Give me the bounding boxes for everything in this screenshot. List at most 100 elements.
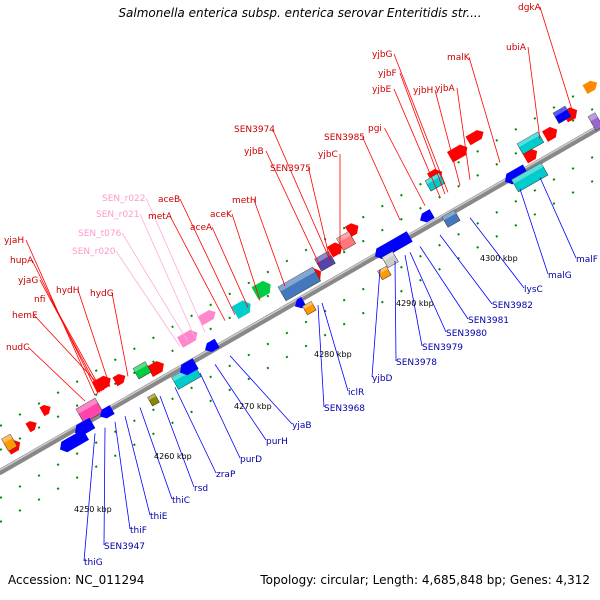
gene-label-thic[interactable]: thiC	[172, 496, 190, 506]
gene-label-sen3968[interactable]: SEN3968	[324, 404, 365, 414]
gene-arrow[interactable]	[147, 359, 167, 377]
gene-label-thig[interactable]: thiG	[84, 558, 103, 568]
gene-arrow[interactable]	[197, 308, 219, 326]
gene-label-sen3980[interactable]: SEN3980	[446, 329, 487, 339]
gene-arrow[interactable]	[327, 240, 345, 258]
gene-label-thie[interactable]: thiE	[150, 512, 168, 522]
gene-label-malg[interactable]: malG	[548, 271, 572, 281]
reverse-gene[interactable]	[98, 405, 115, 421]
gene-label-hupa[interactable]: hupA	[10, 256, 34, 266]
forward-gene[interactable]	[345, 221, 361, 238]
gene-label-yjah[interactable]: yjaH	[4, 236, 24, 246]
gene-label-sen_t076[interactable]: SEN_t076	[78, 229, 122, 239]
gene-label-thif[interactable]: thiF	[130, 526, 147, 536]
gene-arrow[interactable]	[177, 327, 200, 348]
reverse-gene[interactable]	[203, 338, 220, 355]
gene-arrow[interactable]	[231, 298, 255, 319]
gene-label-heme[interactable]: hemE	[12, 311, 38, 321]
gene-box[interactable]	[441, 209, 461, 228]
forward-gene[interactable]	[39, 403, 54, 417]
forward-gene[interactable]	[327, 240, 345, 258]
gene-label-yjag[interactable]: yjaG	[18, 276, 38, 286]
gene-arrow[interactable]	[293, 297, 307, 311]
gene-label-malk[interactable]: malK	[447, 53, 471, 63]
gene-body[interactable]	[277, 266, 322, 302]
gene-box[interactable]	[75, 397, 104, 424]
forward-gene[interactable]	[231, 298, 255, 319]
gene-box[interactable]	[147, 393, 160, 407]
gene-box[interactable]	[302, 300, 317, 316]
gene-arrow[interactable]	[92, 373, 114, 393]
gene-label-sen3985[interactable]: SEN3985	[324, 133, 365, 143]
gene-arrow[interactable]	[25, 419, 40, 433]
gene-label-yjba[interactable]: yjbA	[435, 84, 456, 94]
gene-label-purd[interactable]: purD	[240, 455, 262, 465]
gene-arrow[interactable]	[72, 417, 96, 438]
gene-arrow[interactable]	[98, 405, 115, 421]
gene-label-yjbe[interactable]: yjbE	[372, 85, 392, 95]
gene-label-nudc[interactable]: nudC	[6, 343, 29, 353]
reverse-gene[interactable]	[177, 358, 199, 377]
gene-label-meta[interactable]: metA	[148, 212, 173, 222]
gene-label-sen3975[interactable]: SEN3975	[270, 164, 311, 174]
forward-gene[interactable]	[251, 278, 275, 300]
reverse-gene[interactable]	[72, 417, 96, 438]
gene-box[interactable]	[314, 250, 336, 272]
gene-box[interactable]	[277, 266, 322, 302]
reverse-gene[interactable]	[418, 209, 435, 225]
gene-label-acea[interactable]: aceA	[190, 223, 213, 233]
gene-label-ubia[interactable]: ubiA	[506, 43, 527, 53]
gene-body[interactable]	[314, 250, 336, 272]
gene-arrow[interactable]	[251, 278, 275, 300]
gene-body[interactable]	[424, 172, 446, 192]
gene-body[interactable]	[147, 393, 160, 407]
forward-gene[interactable]	[147, 359, 167, 377]
gene-label-malf[interactable]: malF	[576, 255, 598, 265]
gene-label-sen3979[interactable]: SEN3979	[422, 343, 463, 353]
gene-label-sen_r022[interactable]: SEN_r022	[102, 194, 146, 204]
gene-box[interactable]	[552, 105, 572, 124]
gene-arrow[interactable]	[203, 338, 220, 355]
gene-body[interactable]	[1, 433, 18, 452]
gene-label-sen3982[interactable]: SEN3982	[492, 301, 533, 311]
reverse-gene[interactable]	[502, 164, 529, 186]
forward-gene[interactable]	[177, 327, 200, 348]
gene-arrow[interactable]	[542, 124, 560, 142]
gene-box[interactable]	[381, 251, 399, 269]
gene-label-yjbc[interactable]: yjbC	[318, 150, 338, 160]
gene-box[interactable]	[1, 433, 18, 452]
gene-labels[interactable]: yjaH hupA yjaG nfi hemE nudC hydH hydG SEN_r020 S…	[4, 3, 598, 568]
gene-body[interactable]	[587, 112, 600, 131]
gene-body[interactable]	[132, 361, 152, 380]
gene-arrow[interactable]	[112, 372, 128, 387]
gene-body[interactable]	[516, 131, 545, 155]
gene-label-aceb[interactable]: aceB	[158, 195, 180, 205]
gene-label-rsd[interactable]: rsd	[194, 484, 208, 494]
gene-body[interactable]	[441, 209, 461, 228]
gene-label-hydg[interactable]: hydG	[90, 289, 114, 299]
gene-arrow[interactable]	[372, 231, 413, 261]
forward-gene[interactable]	[465, 128, 487, 146]
gene-arrow[interactable]	[345, 221, 361, 238]
gene-label-yjbd[interactable]: yjbD	[372, 374, 393, 384]
forward-gene[interactable]	[197, 308, 219, 326]
gene-label-yjbb[interactable]: yjbB	[244, 147, 264, 157]
gene-body[interactable]	[75, 397, 104, 424]
forward-gene[interactable]	[25, 419, 40, 433]
gene-label-lysc[interactable]: lysC	[524, 285, 543, 295]
gene-label-pgi[interactable]: pgi	[368, 124, 382, 134]
gene-label-yjab[interactable]: yjaB	[292, 421, 312, 431]
gene-label-sen3981[interactable]: SEN3981	[468, 316, 509, 326]
gene-label-dgka[interactable]: dgkA	[518, 3, 542, 13]
gene-box[interactable]	[511, 162, 549, 193]
forward-gene[interactable]	[112, 372, 128, 387]
gene-label-nfi[interactable]: nfi	[34, 295, 45, 305]
gene-features[interactable]	[1, 78, 600, 455]
gene-label-hydh[interactable]: hydH	[56, 286, 80, 296]
gene-label-meth[interactable]: metH	[232, 196, 257, 206]
reverse-gene[interactable]	[293, 297, 307, 311]
gene-label-iclr[interactable]: iclR	[348, 388, 364, 398]
forward-gene[interactable]	[92, 373, 114, 393]
gene-label-acek[interactable]: aceK	[210, 210, 233, 220]
gene-label-sen_r021[interactable]: SEN_r021	[96, 210, 140, 220]
